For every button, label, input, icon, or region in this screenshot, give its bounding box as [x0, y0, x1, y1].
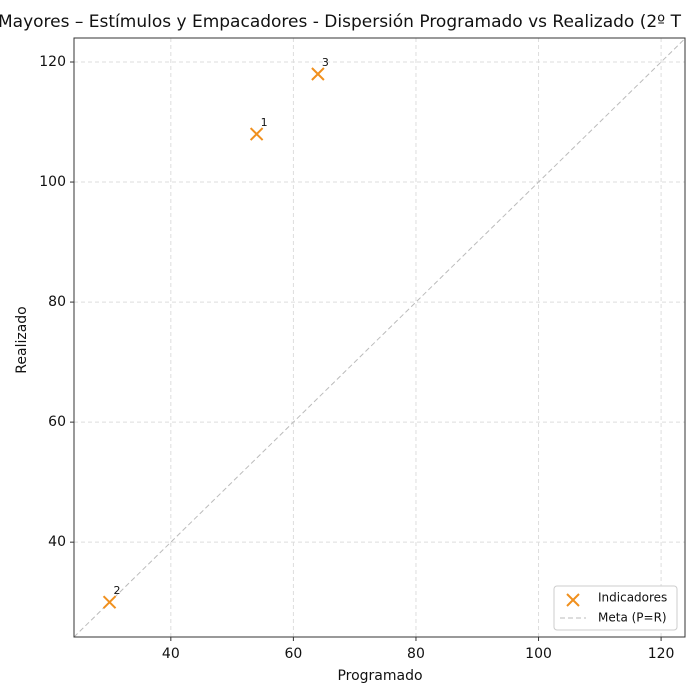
x-tick-label: 80	[407, 646, 425, 662]
x-axis-label: Programado	[337, 668, 422, 684]
legend-box	[553, 585, 678, 631]
point-label: 3	[322, 56, 329, 69]
legend-label: Meta (P=R)	[598, 611, 667, 625]
y-tick-label: 80	[48, 294, 66, 310]
y-tick-label: 60	[48, 414, 66, 430]
marker	[249, 127, 264, 141]
x-tick-label: 40	[162, 646, 180, 662]
point-label: 1	[261, 116, 268, 129]
x-tick-label: 60	[284, 646, 302, 662]
chart-title: Mayores – Estímulos y Empacadores - Disp…	[0, 12, 682, 32]
y-tick-label: 100	[39, 174, 66, 190]
legend-marker	[566, 593, 580, 607]
y-axis-label: Realizado	[14, 306, 30, 373]
marker	[311, 67, 325, 81]
x-tick-label: 100	[525, 646, 552, 662]
y-tick-label: 40	[48, 534, 66, 550]
marker	[102, 595, 117, 609]
x-tick-label: 120	[648, 646, 675, 662]
y-tick-label: 120	[39, 54, 66, 70]
legend-label: Indicadores	[598, 591, 667, 605]
reference-line	[73, 38, 686, 638]
plot-frame	[73, 37, 686, 638]
point-label: 2	[114, 584, 121, 597]
